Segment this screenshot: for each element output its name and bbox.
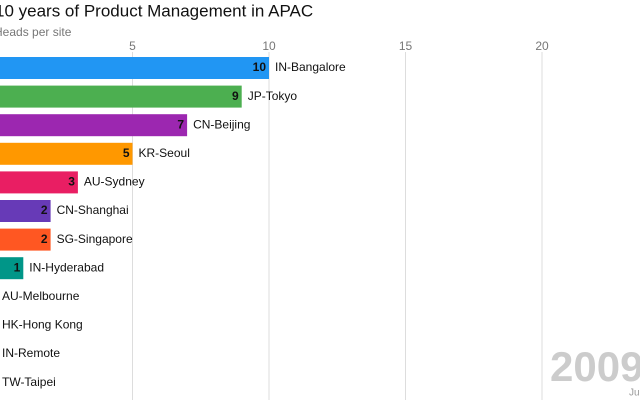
category-label: IN-Remote	[2, 346, 60, 360]
value-label: 10	[253, 60, 267, 74]
category-label: IN-Hyderabad	[29, 260, 104, 274]
bar	[0, 171, 78, 194]
x-tick-label: 5	[129, 39, 136, 53]
category-label: SG-Singapore	[57, 232, 133, 246]
category-label: AU-Sydney	[84, 175, 145, 189]
chart-subtitle: Heads per site	[0, 25, 72, 39]
category-label: KR-Seoul	[139, 146, 190, 160]
bar	[0, 257, 24, 280]
bar	[0, 114, 188, 137]
x-tick-label: 15	[399, 39, 413, 53]
bar	[0, 228, 51, 251]
category-label: AU-Melbourne	[2, 289, 80, 303]
bar	[0, 142, 133, 165]
bar	[0, 85, 242, 108]
period-label: 2009	[550, 343, 640, 390]
category-label: CN-Beijing	[193, 117, 250, 131]
x-tick-label: 20	[535, 39, 549, 53]
bar	[0, 57, 269, 79]
category-label: IN-Bangalore	[275, 60, 346, 74]
period-note: Ju	[629, 388, 640, 399]
value-label: 3	[68, 175, 75, 189]
value-label: 2	[41, 232, 48, 246]
value-label: 1	[14, 260, 21, 274]
chart-title: 10 years of Product Management in APAC	[0, 1, 313, 20]
bar	[0, 200, 51, 222]
category-label: CN-Shanghai	[57, 203, 129, 217]
category-label: JP-Tokyo	[248, 89, 298, 103]
value-label: 7	[177, 117, 184, 131]
value-label: 9	[232, 89, 239, 103]
x-tick-label: 10	[262, 39, 276, 53]
category-label: HK-Hong Kong	[2, 318, 83, 332]
category-label: TW-Taipei	[2, 375, 56, 389]
value-label: 2	[41, 203, 48, 217]
value-label: 5	[123, 146, 130, 160]
